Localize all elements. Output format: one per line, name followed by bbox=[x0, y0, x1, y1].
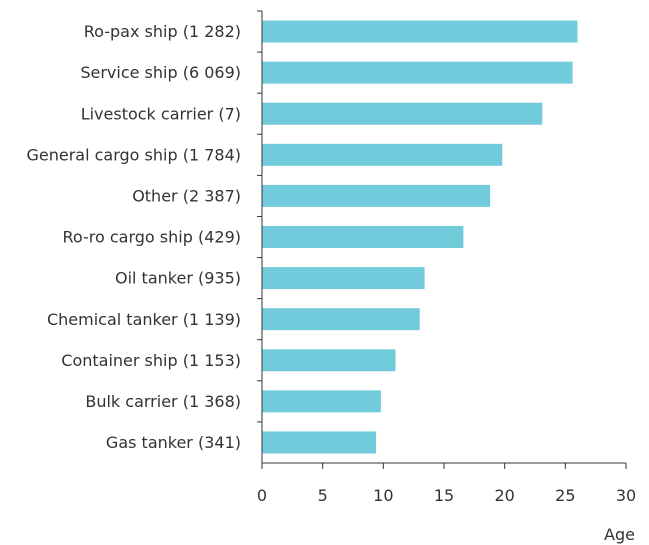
category-label: Oil tanker (935) bbox=[115, 269, 241, 288]
bar bbox=[262, 61, 573, 84]
x-tick-label: 0 bbox=[257, 486, 267, 505]
x-tick-label: 15 bbox=[434, 486, 454, 505]
bars-group bbox=[262, 20, 578, 454]
x-ticks-group: 0 5 10 15 20 25 30 bbox=[257, 463, 636, 505]
bar bbox=[262, 308, 420, 331]
category-label: Service ship (6 069) bbox=[80, 63, 241, 82]
bar bbox=[262, 143, 503, 166]
category-label: General cargo ship (1 784) bbox=[26, 145, 241, 164]
bar bbox=[262, 267, 425, 290]
bar bbox=[262, 226, 464, 248]
category-label: Container ship (1 153) bbox=[61, 351, 241, 370]
category-label: Livestock carrier (7) bbox=[81, 104, 241, 123]
x-axis-label: Age bbox=[604, 525, 635, 544]
bar bbox=[262, 390, 381, 413]
bar bbox=[262, 431, 377, 454]
bar bbox=[262, 184, 491, 207]
x-tick-label: 25 bbox=[555, 486, 575, 505]
category-label: Gas tanker (341) bbox=[106, 433, 241, 452]
x-tick-label: 5 bbox=[318, 486, 328, 505]
bar bbox=[262, 102, 543, 125]
bar bbox=[262, 20, 578, 43]
x-tick-label: 30 bbox=[616, 486, 636, 505]
category-labels-group: Ro-pax ship (1 282) Service ship (6 069) L… bbox=[26, 10, 262, 452]
category-label: Bulk carrier (1 368) bbox=[85, 392, 241, 411]
bar bbox=[262, 349, 396, 372]
category-label: Other (2 387) bbox=[132, 187, 241, 206]
category-label: Ro-pax ship (1 282) bbox=[84, 22, 241, 41]
x-tick-label: 20 bbox=[494, 486, 514, 505]
category-label: Ro-ro cargo ship (429) bbox=[63, 228, 241, 247]
category-label: Chemical tanker (1 139) bbox=[47, 310, 241, 329]
x-tick-label: 10 bbox=[373, 486, 393, 505]
